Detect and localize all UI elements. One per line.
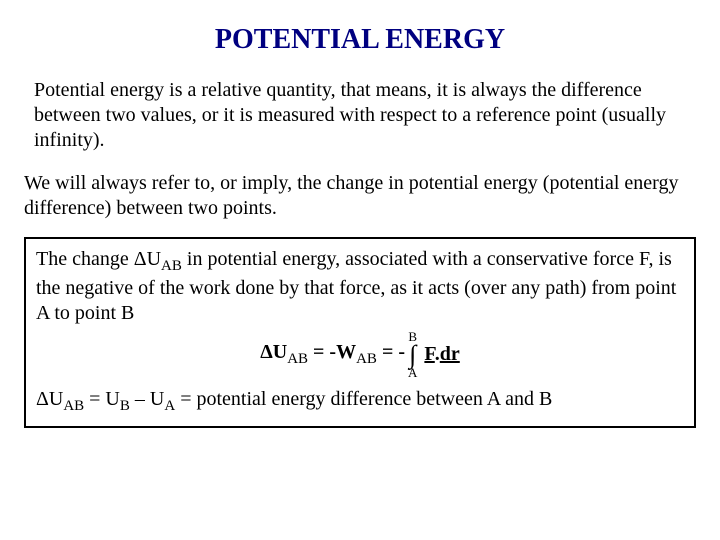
box-paragraph: The change ΔUAB in potential energy, ass… bbox=[36, 247, 684, 326]
eq-mid-text: = -W bbox=[308, 341, 356, 363]
last-tail: = potential energy difference between A … bbox=[175, 388, 552, 410]
box-intro-text-1: The change bbox=[36, 248, 134, 270]
last-eq-mid: = U bbox=[84, 388, 120, 410]
last-minus: – U bbox=[130, 388, 164, 410]
box-last-line: ΔUAB = UB – UA = potential energy differ… bbox=[36, 387, 684, 416]
paragraph-intro-1: Potential energy is a relative quantity,… bbox=[24, 78, 696, 153]
delta-U-subscript: AB bbox=[161, 258, 182, 274]
equation-line: ΔUAB = -WAB = - B ∫ A F.dr bbox=[36, 330, 684, 379]
last-sub-A: A bbox=[164, 398, 175, 414]
integral-sign: B ∫ A bbox=[408, 330, 417, 379]
integrand: F.dr bbox=[424, 343, 459, 366]
eq-lhs-symbol: ΔU bbox=[260, 341, 287, 363]
slide-container: POTENTIAL ENERGY Potential energy is a r… bbox=[0, 0, 720, 540]
integrand-dr: dr bbox=[440, 343, 460, 365]
eq-rhs-prefix: = - bbox=[377, 341, 405, 363]
integrand-F: F bbox=[424, 343, 434, 365]
eq-mid-subscript: AB bbox=[356, 351, 377, 367]
last-dU-subscript: AB bbox=[63, 398, 84, 414]
eq-lhs-subscript: AB bbox=[287, 351, 308, 367]
last-dU-symbol: ΔU bbox=[36, 388, 63, 410]
paragraph-intro-2: We will always refer to, or imply, the c… bbox=[24, 171, 696, 221]
delta-U-symbol: ΔU bbox=[134, 248, 161, 270]
integral-symbol: ∫ bbox=[409, 343, 416, 366]
definition-box: The change ΔUAB in potential energy, ass… bbox=[24, 237, 696, 428]
last-sub-B: B bbox=[120, 398, 130, 414]
integral-lower-limit: A bbox=[408, 366, 417, 379]
page-title: POTENTIAL ENERGY bbox=[24, 24, 696, 56]
